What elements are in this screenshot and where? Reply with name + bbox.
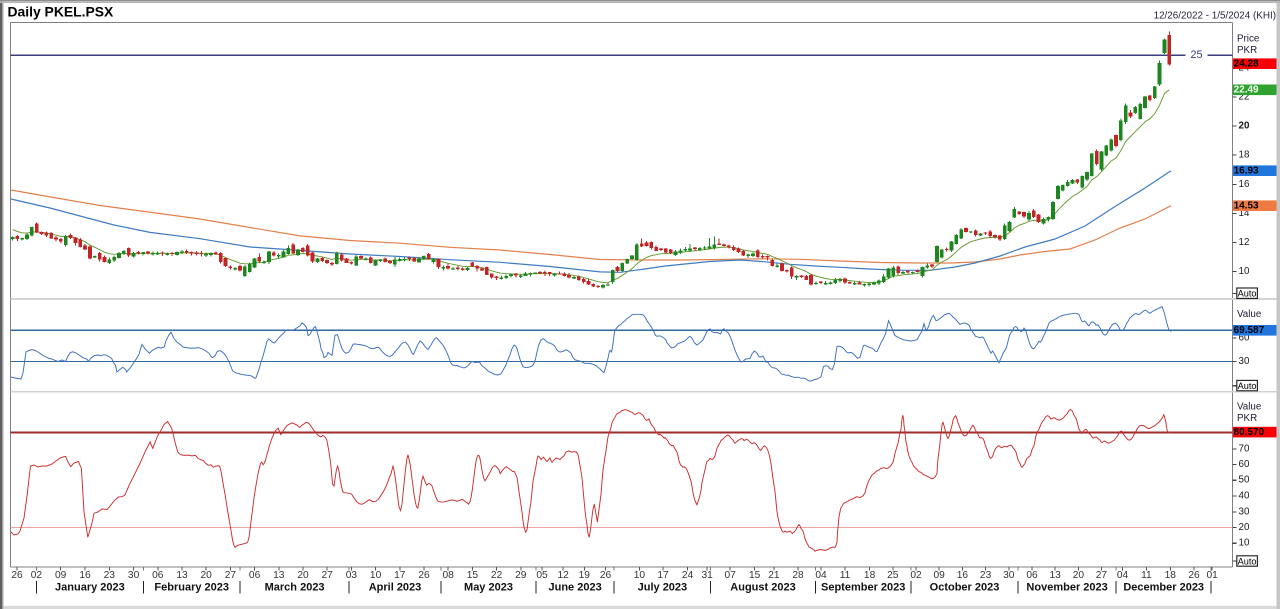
svg-text:10: 10 (1239, 538, 1250, 549)
svg-text:69.587: 69.587 (1234, 325, 1265, 336)
svg-text:February 2023: February 2023 (154, 582, 229, 594)
svg-text:24.28: 24.28 (1234, 59, 1259, 70)
svg-text:16: 16 (79, 570, 91, 581)
svg-text:20: 20 (1239, 522, 1250, 533)
svg-text:04: 04 (1117, 570, 1129, 581)
svg-text:May 2023: May 2023 (464, 582, 513, 594)
svg-text:21: 21 (768, 570, 780, 581)
svg-text:PKR: PKR (1237, 413, 1257, 424)
svg-text:09: 09 (55, 570, 67, 581)
svg-text:12: 12 (1239, 237, 1250, 248)
svg-text:20: 20 (201, 570, 213, 581)
svg-text:03: 03 (346, 570, 358, 581)
svg-text:PKR: PKR (1237, 45, 1257, 56)
svg-text:11: 11 (840, 570, 851, 581)
svg-text:November 2023: November 2023 (1026, 582, 1107, 594)
svg-text:04: 04 (815, 570, 827, 581)
svg-text:15: 15 (467, 570, 479, 581)
svg-text:10: 10 (1239, 266, 1250, 277)
svg-text:24: 24 (682, 570, 694, 581)
svg-text:June 2023: June 2023 (548, 582, 601, 594)
svg-text:10: 10 (370, 570, 382, 581)
svg-text:60: 60 (1239, 459, 1250, 470)
svg-text:22: 22 (491, 570, 503, 581)
svg-text:14.53: 14.53 (1234, 201, 1259, 212)
svg-text:14: 14 (1239, 208, 1250, 219)
svg-text:11: 11 (1141, 570, 1152, 581)
svg-text:20: 20 (1073, 570, 1085, 581)
svg-text:Auto: Auto (1238, 381, 1257, 391)
svg-text:19: 19 (579, 570, 591, 581)
svg-text:25: 25 (1190, 49, 1202, 61)
svg-text:30: 30 (1003, 570, 1015, 581)
svg-text:26: 26 (11, 570, 23, 581)
svg-text:April 2023: April 2023 (369, 582, 422, 594)
svg-text:10: 10 (634, 570, 646, 581)
svg-text:06: 06 (1026, 570, 1038, 581)
svg-text:25: 25 (887, 570, 899, 581)
svg-text:40: 40 (1239, 491, 1250, 502)
svg-text:23: 23 (980, 570, 992, 581)
svg-text:05: 05 (536, 570, 548, 581)
svg-text:18: 18 (1239, 150, 1250, 161)
svg-text:Auto: Auto (1238, 557, 1257, 567)
svg-text:08: 08 (443, 570, 455, 581)
svg-text:31: 31 (702, 570, 714, 581)
svg-text:18: 18 (864, 570, 876, 581)
svg-text:18: 18 (1165, 570, 1177, 581)
svg-text:20: 20 (297, 570, 309, 581)
svg-text:July 2023: July 2023 (638, 582, 688, 594)
svg-text:26: 26 (1188, 570, 1200, 581)
svg-text:30: 30 (1239, 356, 1250, 367)
svg-text:70: 70 (1239, 443, 1250, 454)
svg-text:26: 26 (418, 570, 430, 581)
svg-text:22: 22 (1239, 91, 1250, 102)
svg-text:30: 30 (128, 570, 140, 581)
svg-text:22.49: 22.49 (1234, 85, 1259, 96)
svg-text:Auto: Auto (1238, 289, 1257, 299)
svg-text:29: 29 (515, 570, 527, 581)
svg-text:50: 50 (1239, 475, 1250, 486)
svg-text:16.93: 16.93 (1234, 166, 1259, 177)
svg-text:06: 06 (249, 570, 261, 581)
svg-text:13: 13 (1050, 570, 1062, 581)
svg-text:17: 17 (657, 570, 669, 581)
svg-text:07: 07 (725, 570, 737, 581)
svg-text:27: 27 (225, 570, 237, 581)
svg-text:06: 06 (152, 570, 164, 581)
svg-text:28: 28 (792, 570, 804, 581)
svg-text:Value: Value (1237, 402, 1262, 413)
svg-text:27: 27 (1096, 570, 1108, 581)
svg-text:02: 02 (910, 570, 922, 581)
svg-text:17: 17 (394, 570, 406, 581)
svg-text:13: 13 (176, 570, 188, 581)
svg-text:October 2023: October 2023 (930, 582, 1000, 594)
svg-text:Daily PKEL.PSX: Daily PKEL.PSX (8, 4, 114, 20)
svg-text:16: 16 (957, 570, 969, 581)
svg-text:09: 09 (934, 570, 946, 581)
svg-text:15: 15 (749, 570, 761, 581)
svg-text:20: 20 (1239, 121, 1250, 132)
svg-text:02: 02 (31, 570, 43, 581)
svg-text:13: 13 (273, 570, 285, 581)
svg-text:30: 30 (1239, 506, 1250, 517)
svg-text:23: 23 (104, 570, 116, 581)
svg-text:December 2023: December 2023 (1123, 582, 1204, 594)
svg-text:Value: Value (1237, 309, 1262, 320)
svg-text:60: 60 (1239, 332, 1250, 343)
svg-text:12: 12 (558, 570, 570, 581)
svg-text:August 2023: August 2023 (730, 582, 795, 594)
svg-text:January 2023: January 2023 (55, 582, 125, 594)
svg-text:12/26/2022 - 1/5/2024 (KHI): 12/26/2022 - 1/5/2024 (KHI) (1154, 11, 1276, 22)
svg-text:Price: Price (1237, 34, 1260, 45)
svg-text:01: 01 (1207, 570, 1219, 581)
svg-text:16: 16 (1239, 179, 1250, 190)
svg-text:80.570: 80.570 (1234, 427, 1265, 438)
svg-text:March 2023: March 2023 (265, 582, 325, 594)
svg-text:September 2023: September 2023 (821, 582, 905, 594)
svg-text:27: 27 (322, 570, 334, 581)
svg-text:26: 26 (600, 570, 612, 581)
